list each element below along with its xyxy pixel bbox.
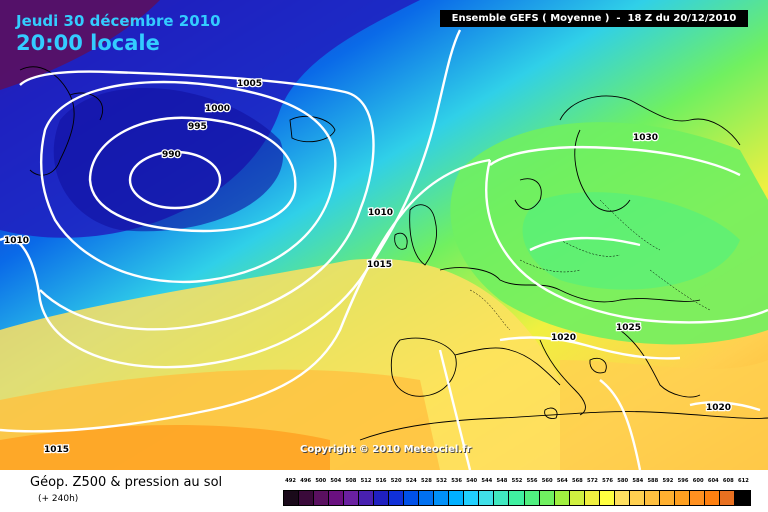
scale-label: 500	[315, 478, 327, 484]
scale-label: 564	[556, 478, 568, 484]
scale-bar	[283, 490, 751, 506]
scale-swatch	[299, 491, 315, 505]
model-info-banner: Ensemble GEFS ( Moyenne ) - 18 Z du 20/1…	[440, 10, 748, 27]
scale-swatch	[509, 491, 525, 505]
isobar-label: 1010	[4, 236, 29, 246]
scale-swatch	[554, 491, 570, 505]
scale-label: 572	[587, 478, 598, 484]
scale-swatch	[464, 491, 480, 505]
isobar-label: 1025	[616, 323, 641, 333]
scale-swatch	[539, 491, 555, 505]
scale-label: 612	[738, 478, 749, 484]
scale-swatch	[374, 491, 390, 505]
isobar-labels: 1005 1000 995 990 1010 1010 1015 1015 10…	[3, 78, 733, 457]
scale-label: 520	[390, 478, 402, 484]
scale-swatch	[314, 491, 330, 505]
isobar-label: 1020	[551, 333, 576, 343]
isobar-label: 1000	[205, 104, 230, 114]
scale-swatch	[404, 491, 420, 505]
scale-swatch	[344, 491, 360, 505]
isobar-label: 1005	[237, 79, 262, 89]
scale-swatch	[584, 491, 600, 505]
isobar-label: 990	[162, 150, 181, 160]
scale-label: 576	[602, 478, 613, 484]
forecast-time: 20:00 locale	[16, 31, 160, 55]
scale-label: 568	[571, 478, 583, 484]
borders	[469, 199, 711, 331]
scale-swatch	[524, 491, 540, 505]
scale-label: 496	[300, 478, 312, 484]
scale-swatch	[419, 491, 435, 505]
scale-label: 552	[511, 478, 523, 484]
scale-label: 512	[360, 478, 372, 484]
scale-label: 560	[541, 478, 553, 484]
color-scale-legend: 492 496 500 504 508 512 516 520 524 528 532 536 540 5…	[283, 478, 751, 508]
scale-swatch	[674, 491, 690, 505]
forecast-range: (+ 240h)	[38, 494, 79, 504]
scale-swatch	[704, 491, 720, 505]
scale-labels: 492 496 500 504 508 512 516 520 524 528 532 536 540 5…	[283, 478, 751, 486]
forecast-date: Jeudi 30 décembre 2010	[16, 12, 221, 30]
scale-swatch	[599, 491, 615, 505]
coastlines	[19, 66, 768, 441]
scale-swatch	[689, 491, 705, 505]
scale-label: 528	[420, 478, 432, 484]
scale-swatch	[449, 491, 465, 505]
isobar-label: 1015	[367, 260, 392, 270]
scale-label: 504	[330, 478, 342, 484]
scale-label: 524	[405, 478, 417, 484]
scale-swatch	[614, 491, 630, 505]
scale-swatch	[389, 491, 405, 505]
scale-label: 544	[481, 478, 493, 484]
isobar-label: 995	[188, 122, 207, 132]
isobar-label: 1030	[633, 133, 658, 143]
scale-swatch	[569, 491, 585, 505]
scale-swatch	[659, 491, 675, 505]
map-title: Géop. Z500 & pression au sol	[30, 475, 223, 490]
scale-label: 536	[451, 478, 463, 484]
scale-swatch	[734, 491, 750, 505]
scale-swatch	[644, 491, 660, 505]
isobars	[0, 29, 768, 470]
scale-label: 548	[496, 478, 508, 484]
scale-label: 596	[677, 478, 689, 484]
scale-label: 584	[632, 478, 644, 484]
scale-label: 608	[722, 478, 734, 484]
scale-swatch	[434, 491, 450, 505]
scale-label: 508	[345, 478, 357, 484]
isobar-label: 1015	[44, 445, 69, 455]
scale-label: 492	[285, 478, 296, 484]
copyright-notice: Copyright © 2010 Meteociel.fr	[300, 444, 472, 455]
scale-swatch	[719, 491, 735, 505]
scale-swatch	[479, 491, 495, 505]
scale-swatch	[329, 491, 345, 505]
scale-swatch	[494, 491, 510, 505]
scale-label: 532	[436, 478, 447, 484]
scale-label: 516	[375, 478, 387, 484]
scale-label: 592	[662, 478, 674, 484]
scale-label: 588	[647, 478, 659, 484]
scale-swatch	[629, 491, 645, 505]
isobar-label: 1020	[706, 403, 731, 413]
isobar-label: 1010	[368, 208, 393, 218]
scale-label: 540	[466, 478, 478, 484]
scale-label: 604	[707, 478, 719, 484]
scale-label: 580	[617, 478, 629, 484]
scale-swatch	[284, 491, 300, 505]
scale-label: 556	[526, 478, 538, 484]
scale-swatch	[359, 491, 375, 505]
weather-map: 1005 1000 995 990 1010 1010 1015 1015 10…	[0, 0, 768, 470]
scale-label: 600	[692, 478, 704, 484]
